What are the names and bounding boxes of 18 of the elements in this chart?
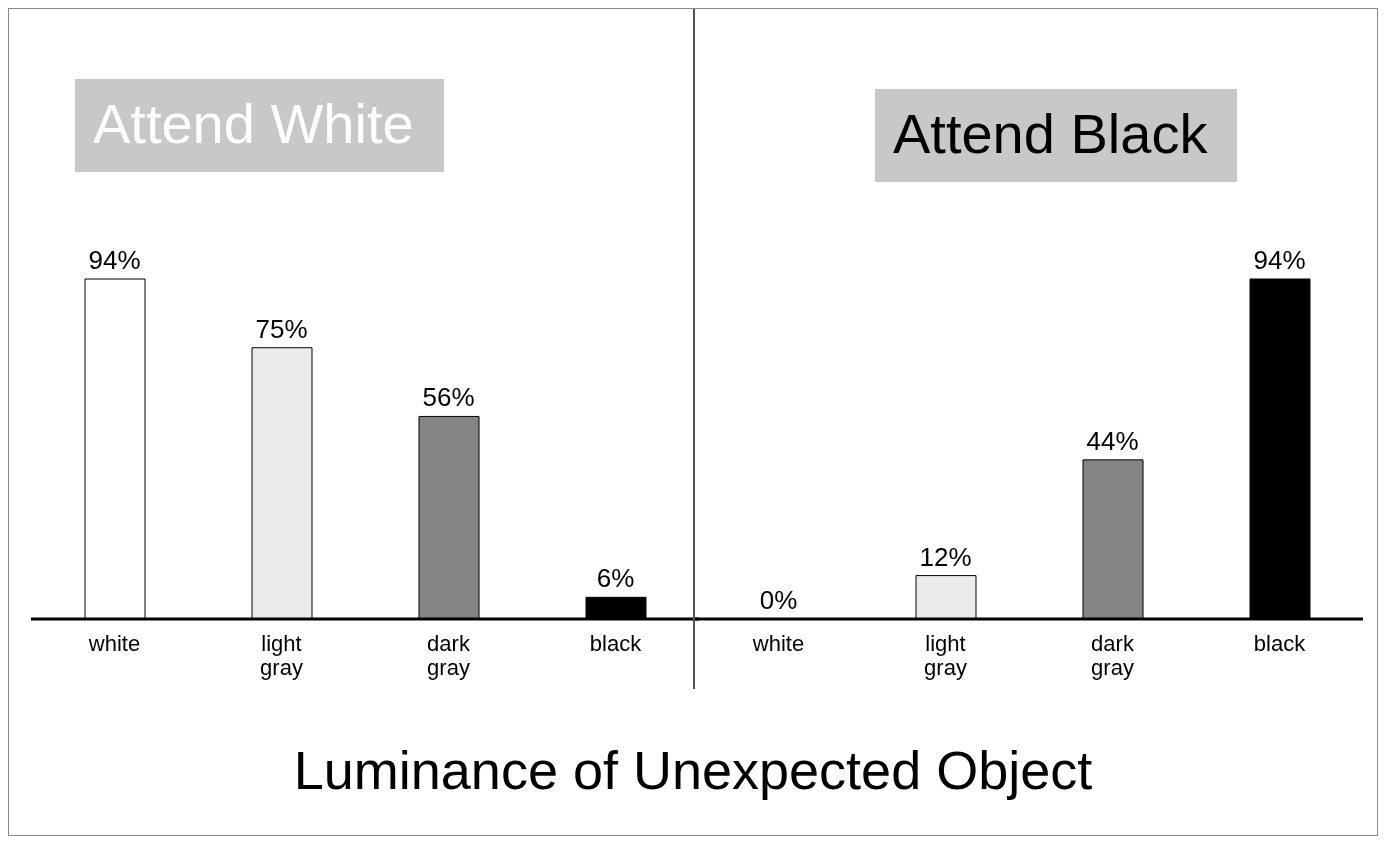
x-tick-label: light gray	[924, 631, 967, 680]
x-tick-label: dark gray	[427, 631, 471, 680]
data-label: 44%	[1086, 425, 1139, 456]
x-tick-label: black	[1253, 631, 1307, 656]
data-label: 75%	[255, 313, 308, 344]
chart-title: Attend Black	[874, 89, 1238, 182]
data-label: 0%	[759, 585, 798, 615]
data-label: 94%	[88, 245, 141, 275]
data-label: 94%	[1253, 245, 1306, 275]
x-tick-label: dark gray	[1091, 631, 1135, 680]
x-tick-label: light gray	[260, 631, 303, 680]
x-tick-label: white	[87, 631, 141, 656]
data-label: 12%	[919, 541, 972, 572]
x-tick-label: black	[589, 631, 643, 656]
x-tick-label: white	[751, 631, 805, 656]
data-label: 56%	[422, 382, 475, 413]
data-label: 6%	[596, 563, 635, 594]
x-axis-title: Luminance of Unexpected Object	[292, 739, 1094, 801]
